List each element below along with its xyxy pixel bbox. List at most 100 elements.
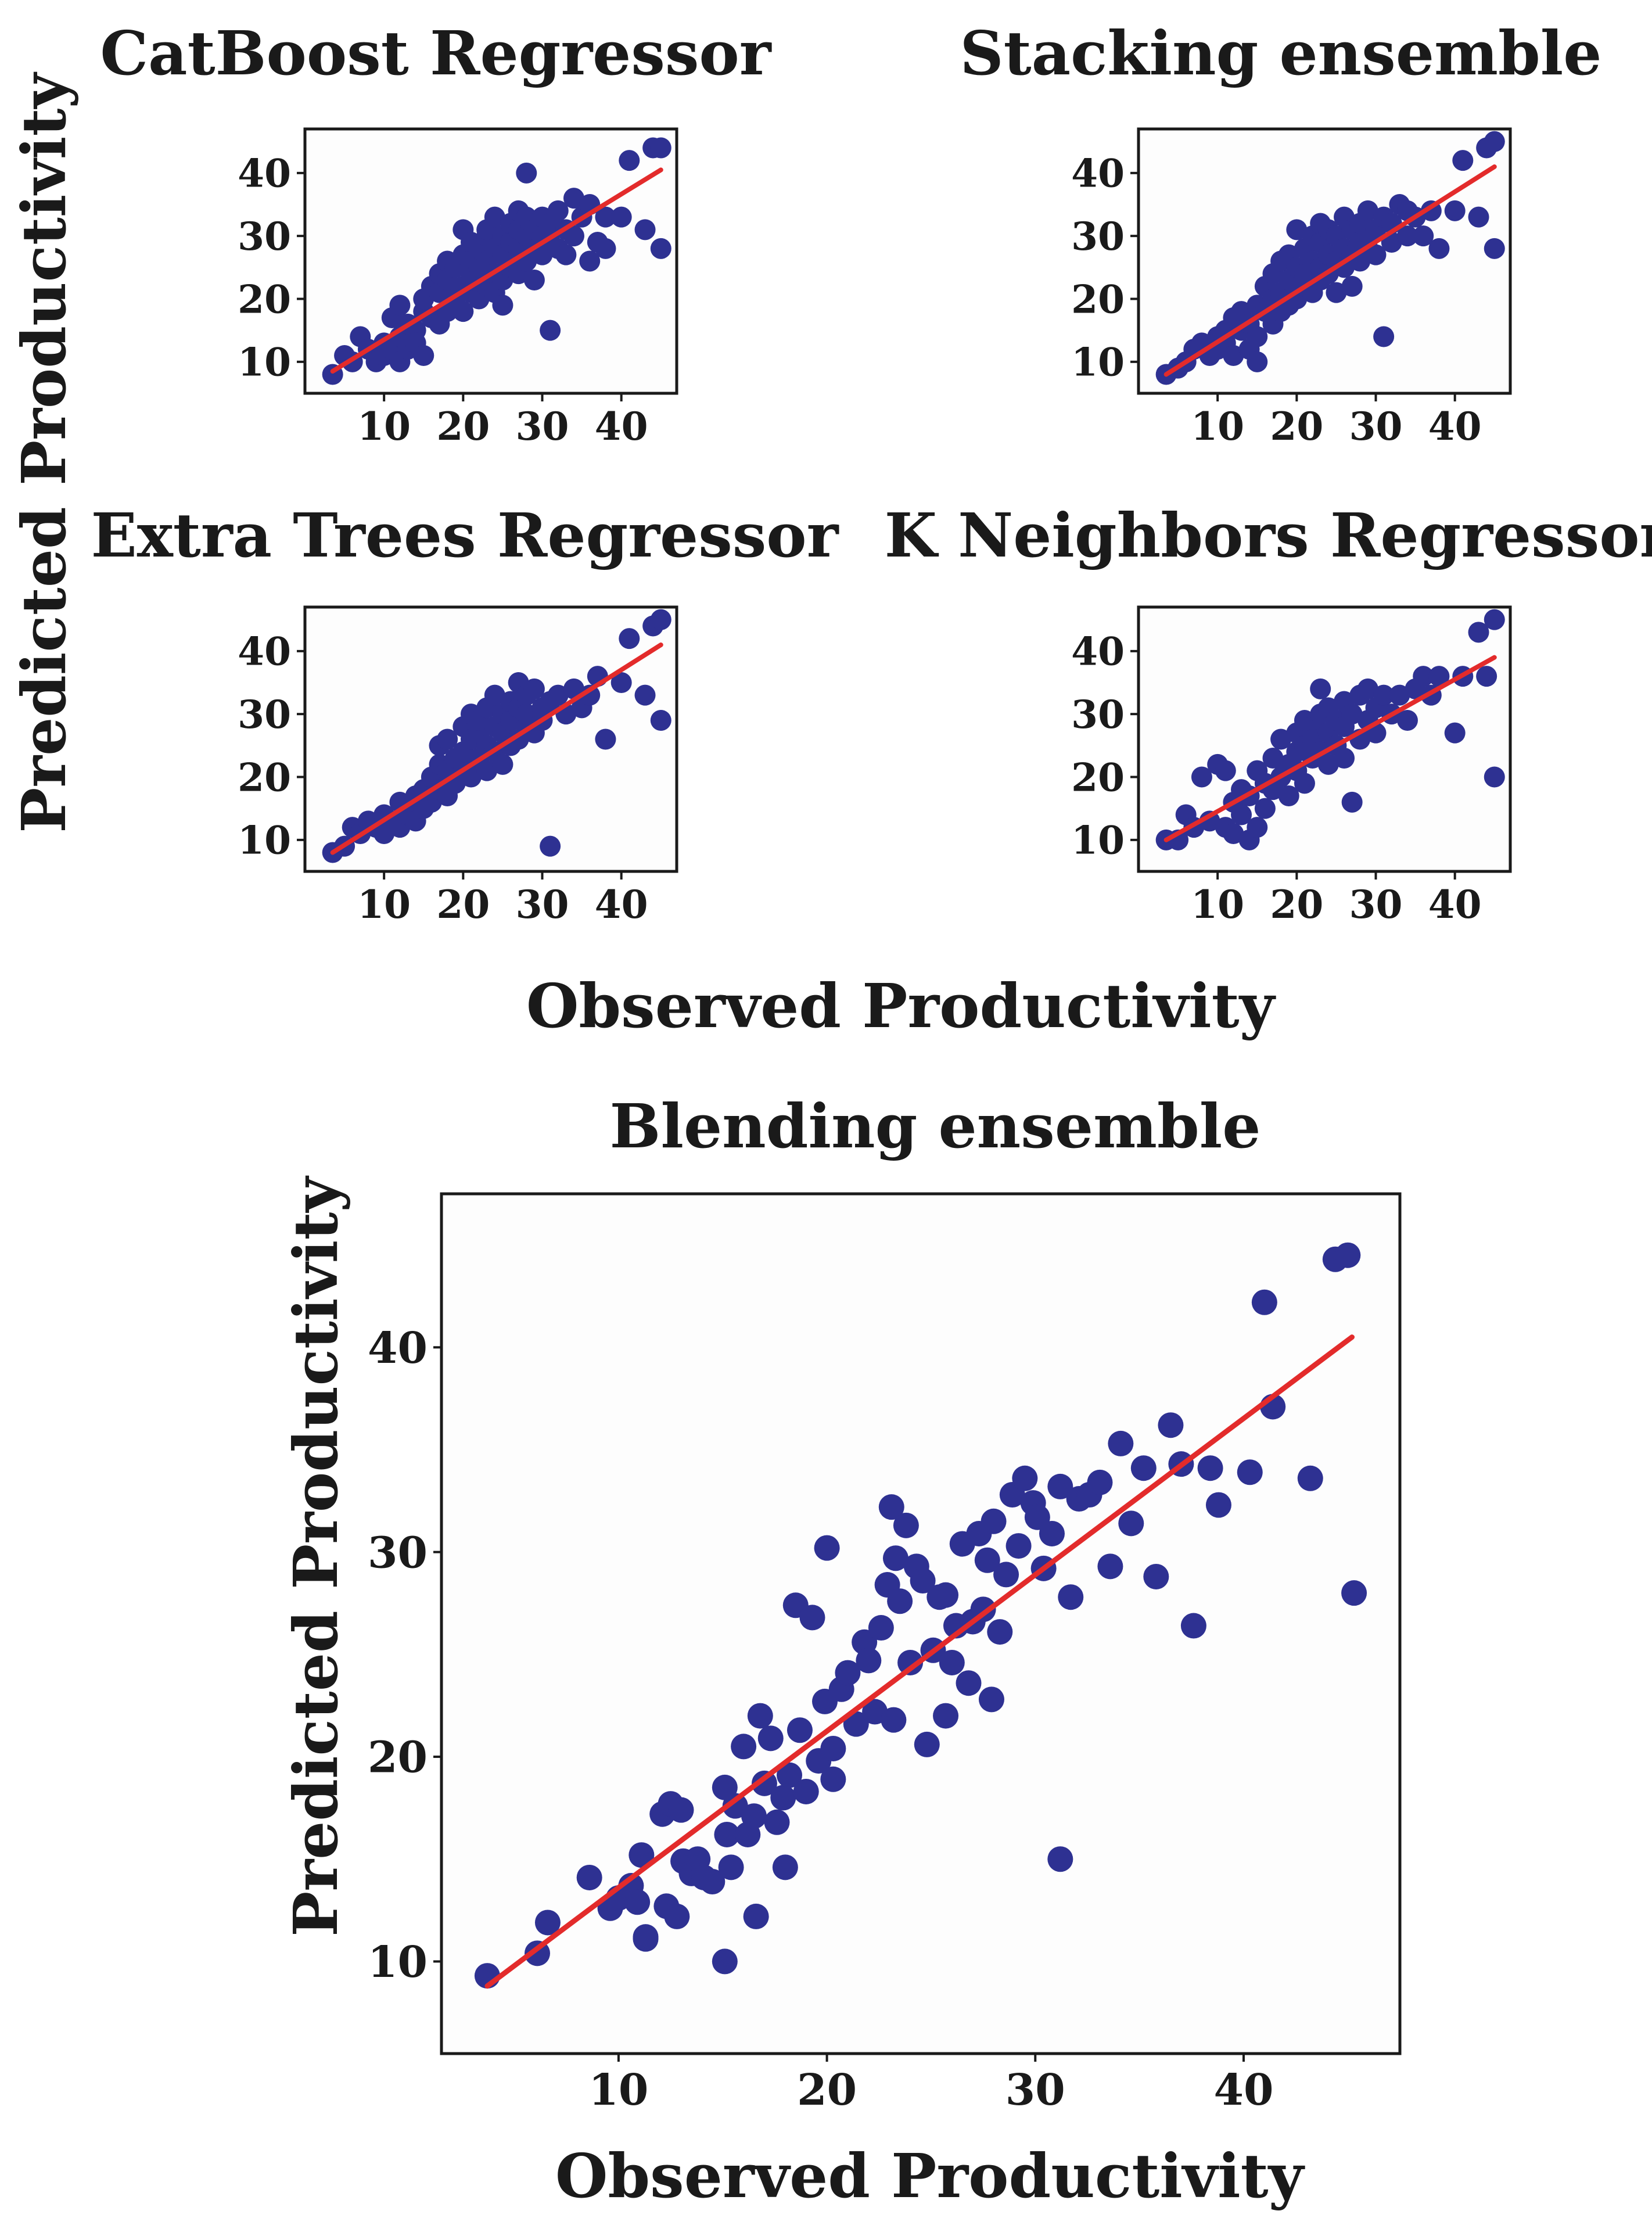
data-point <box>718 1854 744 1880</box>
data-point <box>1231 804 1252 826</box>
data-point <box>634 219 656 241</box>
x-tick-label: 10 <box>1191 882 1244 927</box>
panel-blending: 10 20 30 40 10 20 30 40 <box>368 1192 1402 2115</box>
data-point <box>1024 1504 1050 1530</box>
data-point <box>523 270 545 290</box>
data-point <box>540 320 561 341</box>
data-point <box>993 1562 1019 1588</box>
data-point <box>1247 326 1268 347</box>
y-tick-label: 30 <box>238 692 291 737</box>
data-point <box>1341 791 1363 813</box>
data-point <box>1334 748 1355 769</box>
data-point <box>1310 678 1331 699</box>
data-point <box>1254 798 1276 819</box>
x-tick-label: 20 <box>1270 882 1323 927</box>
data-point <box>1468 206 1489 228</box>
data-point <box>1357 200 1378 221</box>
data-point <box>1205 1492 1231 1518</box>
data-point <box>1476 666 1497 687</box>
data-point <box>1039 1520 1065 1546</box>
data-point <box>1251 1289 1277 1315</box>
y-tick-label: 40 <box>368 1323 428 1373</box>
data-point <box>634 684 656 706</box>
data-point <box>437 728 458 750</box>
fit-line <box>1163 164 1497 377</box>
data-point <box>741 1803 767 1829</box>
data-point <box>974 1547 1000 1573</box>
data-point <box>933 1582 959 1608</box>
data-point <box>1396 710 1418 731</box>
y-tick-label: 20 <box>1071 277 1125 322</box>
data-point <box>1118 1510 1144 1537</box>
blending-y-axis-label: Predicted Productivity <box>280 1176 351 1937</box>
data-point <box>1452 150 1474 171</box>
data-point <box>1326 282 1347 303</box>
data-point <box>772 1854 798 1880</box>
data-point <box>910 1568 936 1593</box>
x-tick-label: 10 <box>588 2065 648 2115</box>
data-point <box>868 1615 894 1641</box>
y-tick-label: 40 <box>238 629 291 674</box>
data-point <box>413 345 434 366</box>
data-point <box>799 1605 825 1631</box>
data-point <box>1341 275 1363 297</box>
data-point <box>1444 722 1466 744</box>
data-point <box>460 766 482 788</box>
data-point <box>1373 684 1395 706</box>
title-stacking: Stacking ensemble <box>960 17 1602 89</box>
fit-line <box>330 167 663 374</box>
title-catboost: CatBoost Regressor <box>100 17 771 89</box>
data-point <box>939 1649 965 1675</box>
data-point <box>1341 1580 1367 1606</box>
data-point <box>1247 817 1268 838</box>
y-tick-label: 30 <box>1071 214 1125 259</box>
x-tick-label: 40 <box>595 404 648 449</box>
y-tick-label: 10 <box>238 340 291 385</box>
data-point <box>933 1703 959 1729</box>
data-point <box>555 244 577 265</box>
data-point <box>987 1619 1013 1645</box>
data-point <box>576 1864 602 1890</box>
y-tick-label: 10 <box>238 818 291 863</box>
data-point <box>595 238 616 259</box>
data-point <box>664 1903 690 1929</box>
data-point <box>516 162 537 184</box>
x-tick-label: 20 <box>797 2065 857 2115</box>
panel-extra-trees: 10 20 30 40 10 20 30 40 <box>238 605 678 927</box>
y-tick-label: 30 <box>1071 692 1125 737</box>
data-point <box>1087 1469 1113 1495</box>
data-point <box>1365 244 1387 265</box>
title-extra-trees: Extra Trees Regressor <box>91 500 839 571</box>
data-point <box>516 704 537 725</box>
data-point <box>1484 131 1505 152</box>
data-point <box>1468 622 1489 643</box>
data-point <box>1199 810 1220 832</box>
data-point <box>699 1869 726 1894</box>
data-point <box>1197 1455 1223 1481</box>
y-tick-label: 20 <box>368 1733 428 1783</box>
x-tick-label: 40 <box>1428 882 1482 927</box>
y-tick-label: 10 <box>368 1937 428 1987</box>
data-point <box>881 1707 907 1733</box>
data-point <box>534 1910 561 1936</box>
data-point <box>624 1889 651 1915</box>
x-tick-label: 20 <box>436 404 490 449</box>
data-point <box>820 1735 846 1761</box>
x-tick-label: 10 <box>357 882 411 927</box>
data-point <box>492 753 513 775</box>
data-point <box>1286 219 1308 241</box>
x-tick-label: 40 <box>1213 2065 1273 2115</box>
x-tick-label: 10 <box>357 404 411 449</box>
data-point <box>595 206 616 228</box>
data-point <box>820 1766 846 1792</box>
data-point <box>981 1508 1007 1534</box>
x-tick-label: 20 <box>436 882 490 927</box>
data-point <box>856 1648 882 1674</box>
data-point <box>1428 666 1450 687</box>
y-tick-label: 30 <box>238 214 291 259</box>
data-point <box>1247 351 1268 372</box>
data-point <box>1108 1430 1134 1456</box>
data-point <box>476 760 498 781</box>
data-point <box>595 728 616 750</box>
data-point <box>1223 345 1244 366</box>
